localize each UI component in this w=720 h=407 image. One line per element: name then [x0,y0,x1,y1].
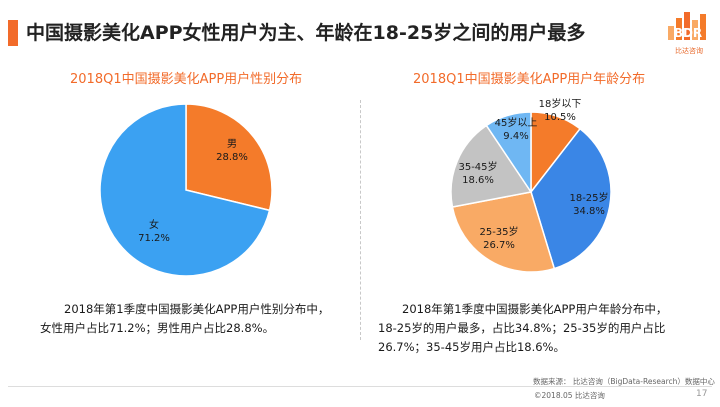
slice-label: 45岁以上 [495,116,538,129]
slice-label: 18-25岁 [569,191,608,204]
pie-slice [530,127,612,270]
bdr-logo: BDR [668,12,706,40]
title-bar: 中国摄影美化APP女性用户为主、年龄在18-25岁之间的用户最多 BDR 比达咨… [0,0,720,62]
slice-value-label: 26.7% [483,240,515,251]
slice-value-label: 10.5% [544,112,576,123]
copyright: ©2018.05 比达咨询 [534,391,605,400]
slice-label: 35-45岁 [458,160,497,173]
slice-value-label: 18.6% [462,175,494,186]
slice-value-label: 9.4% [503,131,528,142]
footer-divider [8,386,712,387]
page-number: 17 [696,389,708,399]
age-description: 2018年第1季度中国摄影美化APP用户年龄分布中，18-25岁的用户最多，占比… [378,302,668,354]
logo-subtitle: 比达咨询 [675,47,703,55]
panel-divider [360,100,361,340]
gender-chart-title: 2018Q1中国摄影美化APP用户性别分布 [70,72,303,87]
pie-slice [451,191,556,273]
age-chart-title: 2018Q1中国摄影美化APP用户年龄分布 [413,72,646,87]
pie-slice [485,111,532,195]
slice-value-label: 28.8% [216,152,248,163]
page-title: 中国摄影美化APP女性用户为主、年龄在18-25岁之间的用户最多 [26,22,586,44]
slice-value-label: 71.2% [138,233,170,244]
slice-value-label: 34.8% [573,206,605,217]
slice-label: 25-35岁 [479,225,518,238]
slice-label: 男 [227,138,237,150]
pie-slice [185,103,273,212]
pie-slice [450,124,533,208]
title-accent-bar [8,20,18,46]
data-source: 数据来源： 比达咨询（BigData-Research）数据中心 [533,377,715,386]
slice-label: 女 [149,218,159,231]
logo-text: BDR [674,26,702,40]
pie-slice [99,103,271,277]
slice-label: 18岁以下 [539,97,582,110]
gender-description: 2018年第1季度中国摄影美化APP用户性别分布中，女性用户占比71.2%；男性… [40,302,330,335]
